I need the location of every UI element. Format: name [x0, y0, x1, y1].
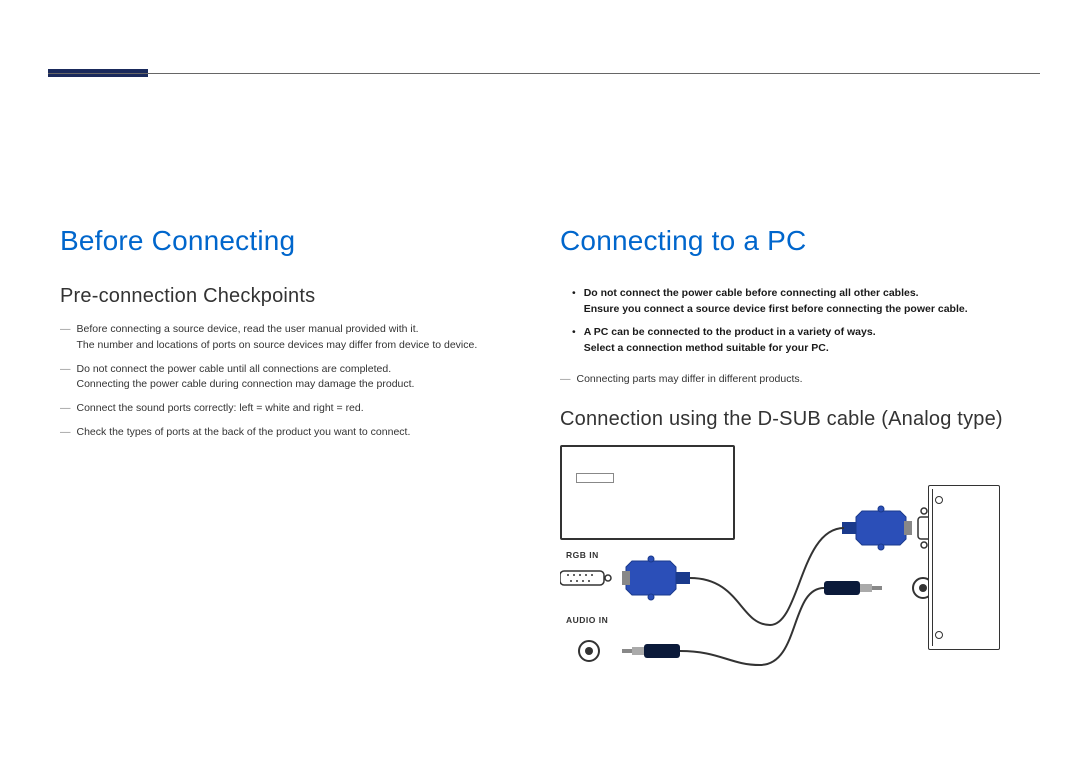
connection-diagram: RGB IN AUDIO IN [560, 445, 1000, 705]
warning-text: A PC can be connected to the product in … [584, 324, 1040, 340]
bullet-icon: • [572, 285, 576, 318]
note-item: ― Connecting parts may differ in differe… [560, 372, 1040, 388]
warning-item: • A PC can be connected to the product i… [560, 324, 1040, 357]
vga-port-icon [560, 565, 614, 591]
vga-plug-icon [622, 555, 692, 601]
checkpoint-text: The number and locations of ports on sou… [77, 338, 501, 354]
header-divider [48, 73, 1040, 74]
rgb-in-label: RGB IN [566, 550, 599, 560]
before-connecting-heading: Before Connecting [60, 225, 500, 257]
checkpoint-text: Check the types of ports at the back of … [77, 425, 501, 441]
warning-text: Do not connect the power cable before co… [584, 285, 1040, 301]
dash-icon: ― [60, 425, 71, 441]
tower-button-icon [935, 631, 943, 639]
bullet-icon: • [572, 324, 576, 357]
dash-icon: ― [60, 322, 71, 354]
pre-connection-subheading: Pre-connection Checkpoints [60, 285, 500, 308]
dash-icon: ― [60, 401, 71, 417]
audio-jack-icon [822, 577, 882, 599]
note-text: Connecting parts may differ in different… [577, 372, 803, 388]
left-column: Before Connecting Pre-connection Checkpo… [60, 225, 500, 705]
tower-button-icon [935, 496, 943, 504]
audio-jack-icon [622, 640, 682, 662]
page-content: Before Connecting Pre-connection Checkpo… [60, 225, 1040, 705]
audio-in-label: AUDIO IN [566, 615, 608, 625]
warning-list: • Do not connect the power cable before … [560, 285, 1040, 356]
dsub-subheading: Connection using the D-SUB cable (Analog… [560, 408, 1040, 431]
monitor-brand-plate [576, 473, 614, 483]
checkpoint-item: ― Before connecting a source device, rea… [60, 322, 500, 354]
dash-icon: ― [60, 362, 71, 394]
dash-icon: ― [560, 372, 571, 388]
tower-edge [932, 489, 933, 646]
warning-text: Select a connection method suitable for … [584, 340, 1040, 356]
checkpoint-text: Before connecting a source device, read … [77, 322, 501, 338]
checkpoint-text: Connecting the power cable during connec… [77, 377, 501, 393]
checkpoint-item: ― Connect the sound ports correctly: lef… [60, 401, 500, 417]
connecting-pc-heading: Connecting to a PC [560, 225, 1040, 257]
checkpoint-text: Do not connect the power cable until all… [77, 362, 501, 378]
checkpoint-item: ― Do not connect the power cable until a… [60, 362, 500, 394]
audio-port-icon [578, 640, 600, 662]
pc-tower-icon [928, 485, 1000, 650]
vga-plug-icon [842, 505, 912, 551]
monitor-icon [560, 445, 735, 540]
checkpoint-item: ― Check the types of ports at the back o… [60, 425, 500, 441]
warning-item: • Do not connect the power cable before … [560, 285, 1040, 318]
right-column: Connecting to a PC • Do not connect the … [560, 225, 1040, 705]
checkpoint-text: Connect the sound ports correctly: left … [77, 401, 501, 417]
warning-text: Ensure you connect a source device first… [584, 301, 1040, 317]
